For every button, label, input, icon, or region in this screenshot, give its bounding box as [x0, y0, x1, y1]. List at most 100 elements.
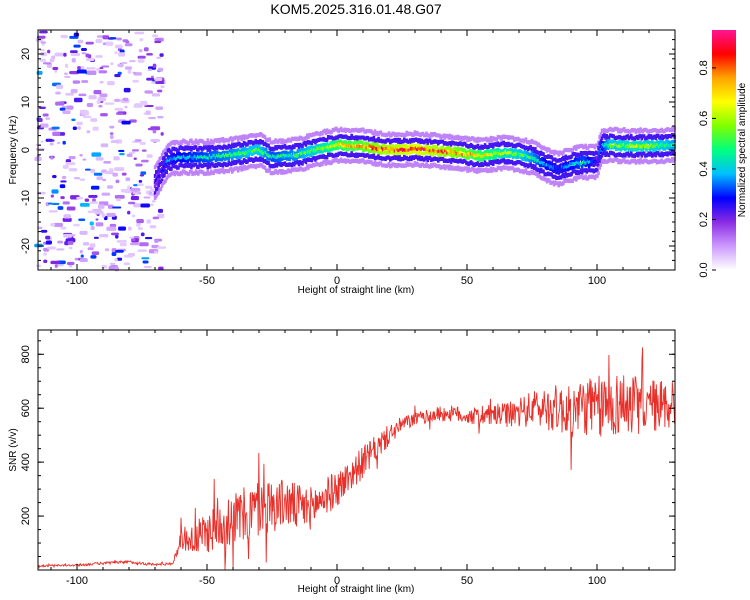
- noise-speckle: [95, 222, 104, 227]
- noise-speckle: [131, 149, 139, 152]
- noise-speckle: [152, 34, 158, 38]
- ridge-cell: [288, 157, 291, 162]
- ridge-cell: [328, 143, 331, 147]
- ridge-cell: [489, 166, 493, 171]
- ridge-cell: [180, 171, 184, 176]
- noise-speckle: [77, 39, 84, 44]
- noise-speckle: [126, 153, 133, 157]
- ridge-cell: [156, 180, 159, 184]
- ridge-cell: [164, 178, 167, 183]
- ridge-cell: [599, 162, 603, 167]
- ridge-cell: [495, 137, 499, 142]
- ridge-cell: [452, 154, 455, 158]
- ridge-cell: [467, 155, 470, 160]
- noise-speckle: [87, 70, 97, 75]
- ridge-cell: [197, 147, 200, 152]
- noise-speckle: [89, 221, 94, 226]
- noise-speckle: [152, 63, 157, 69]
- noise-speckle: [115, 112, 124, 115]
- ridge-cell: [641, 148, 645, 153]
- ridge-cell: [619, 142, 623, 146]
- noise-speckle: [152, 129, 157, 134]
- ridge-cell: [160, 161, 164, 166]
- ridge-cell: [194, 162, 198, 167]
- noise-speckle: [70, 50, 78, 54]
- noise-speckle: [157, 115, 164, 119]
- ridge-cell: [584, 174, 587, 179]
- ridge-cell: [477, 158, 481, 162]
- y-tick-label: 10: [20, 96, 32, 108]
- ridge-cell: [323, 128, 327, 133]
- ridge-cell: [163, 160, 166, 164]
- noise-speckle: [59, 184, 66, 189]
- noise-speckle: [36, 264, 42, 268]
- ridge-cell: [502, 140, 506, 145]
- ridge-cell: [529, 153, 532, 157]
- ridge-cell: [596, 160, 599, 164]
- ridge-cell: [235, 155, 239, 160]
- noise-speckle: [157, 89, 163, 93]
- noise-speckle: [43, 252, 47, 256]
- y-tick-label: -20: [20, 238, 32, 254]
- noise-speckle: [134, 31, 145, 35]
- noise-speckle: [101, 65, 110, 68]
- ridge-cell: [398, 137, 401, 142]
- ridge-cell: [537, 155, 541, 160]
- ridge-cell: [640, 153, 644, 158]
- ridge-cell: [397, 139, 400, 144]
- snr-background: [38, 330, 675, 570]
- ridge-cell: [563, 168, 566, 173]
- ridge-cell: [593, 159, 597, 163]
- ridge-cell: [672, 128, 675, 133]
- noise-speckle: [79, 250, 83, 254]
- ridge-cell: [597, 171, 600, 176]
- ridge-cell: [297, 162, 301, 167]
- noise-speckle: [72, 80, 81, 84]
- ridge-cell: [380, 146, 384, 150]
- ridge-cell: [163, 155, 166, 160]
- ridge-cell: [206, 138, 210, 143]
- noise-speckle: [101, 213, 106, 218]
- noise-speckle: [88, 195, 98, 198]
- ridge-cell: [410, 150, 413, 155]
- noise-speckle: [109, 37, 117, 40]
- noise-speckle: [155, 81, 165, 85]
- colorbar-tick-label: 0.2: [698, 212, 710, 227]
- ridge-cell: [598, 158, 601, 163]
- ridge-cell: [160, 152, 164, 157]
- noise-speckle: [115, 234, 119, 239]
- noise-speckle: [52, 131, 61, 136]
- ridge-cell: [197, 165, 200, 170]
- noise-speckle: [90, 118, 98, 122]
- ridge-cell: [597, 146, 600, 151]
- ridge-cell: [654, 148, 658, 152]
- ridge-cell: [649, 151, 653, 156]
- noise-speckle: [99, 93, 108, 98]
- ridge-cell: [441, 156, 445, 161]
- noise-speckle: [82, 158, 87, 161]
- ridge-cell: [264, 148, 268, 152]
- ridge-cell: [372, 153, 376, 158]
- ridge-cell: [171, 161, 174, 165]
- ridge-cell: [352, 142, 356, 146]
- x-tick-label: 0: [334, 575, 340, 587]
- noise-speckle: [98, 104, 103, 108]
- noise-speckle: [116, 198, 121, 202]
- spectrogram-x-axis-label: Height of straight line (km): [298, 285, 415, 296]
- noise-speckle: [141, 257, 150, 260]
- ridge-cell: [550, 155, 554, 160]
- ridge-cell: [379, 148, 383, 152]
- noise-speckle: [93, 236, 99, 239]
- ridge-cell: [449, 142, 453, 147]
- noise-speckle: [100, 143, 109, 148]
- figure-title: KOM5.2025.316.01.48.G07: [270, 1, 441, 17]
- noise-speckle: [92, 198, 96, 202]
- ridge-cell: [321, 131, 324, 136]
- noise-speckle: [125, 66, 132, 70]
- noise-speckle: [159, 53, 164, 57]
- noise-speckle: [141, 149, 147, 152]
- ridge-cell: [597, 163, 600, 168]
- ridge-cell: [301, 144, 304, 149]
